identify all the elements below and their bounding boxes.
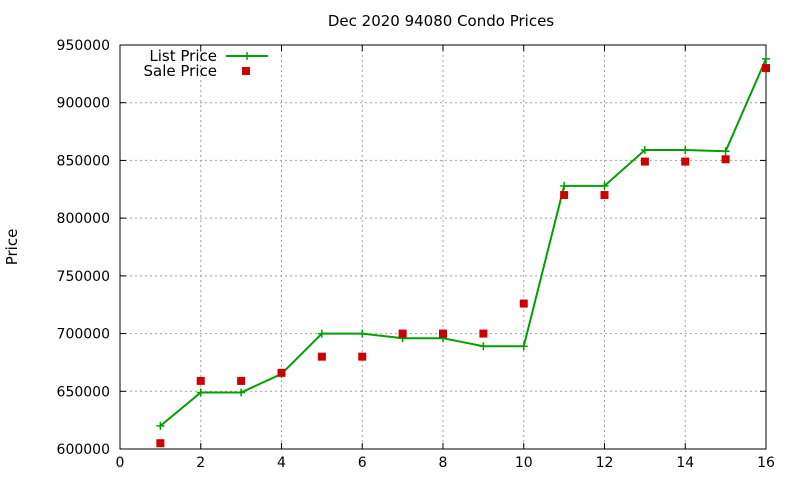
list-price-point — [600, 181, 609, 190]
sale-price-point — [277, 368, 286, 377]
sale-price-point — [600, 191, 609, 200]
sale-price-point — [439, 329, 447, 338]
legend-label: List Price — [149, 47, 217, 65]
y-tick-label: 900000 — [57, 96, 110, 112]
y-tick-label: 600000 — [57, 442, 110, 458]
sale-price-point — [681, 157, 690, 166]
list-price-point — [317, 329, 326, 338]
data-series — [156, 54, 770, 448]
sale-price-point — [479, 329, 488, 338]
list-price-line — [159, 58, 767, 427]
x-tick-label: 12 — [596, 455, 614, 471]
list-price-point — [196, 388, 205, 397]
sale-price-point — [237, 376, 246, 385]
list-price-point — [237, 388, 246, 397]
sale-price-point — [196, 376, 205, 385]
legend-label: Sale Price — [144, 62, 217, 80]
y-tick-label: 650000 — [57, 384, 110, 400]
x-tick-label: 6 — [358, 455, 367, 471]
sale-price-point — [560, 191, 569, 200]
sale-price-point — [358, 352, 367, 361]
sale-price-point — [317, 352, 326, 361]
list-price-point — [721, 147, 730, 156]
x-tick-label: 10 — [515, 455, 533, 471]
x-tick-label: 4 — [277, 455, 286, 471]
sale-price-point — [398, 329, 407, 338]
chart-title: Dec 2020 94080 Condo Prices — [328, 12, 554, 30]
y-tick-label: 800000 — [57, 211, 110, 227]
list-price-point — [519, 342, 528, 351]
list-price-point — [156, 421, 165, 430]
sale-price-point — [640, 157, 649, 166]
grid-lines — [120, 45, 766, 449]
y-tick-label: 950000 — [57, 38, 110, 54]
sale-price-point — [519, 299, 528, 308]
y-tick-label: 850000 — [57, 153, 110, 169]
legend-cross-sample — [243, 52, 251, 60]
list-price-point — [681, 146, 690, 155]
sale-price-point — [721, 155, 730, 164]
x-tick-label: 14 — [676, 455, 694, 471]
list-price-point — [358, 329, 367, 338]
legend-square-sample — [242, 67, 250, 75]
list-price-point — [640, 146, 649, 155]
list-price-point — [479, 342, 488, 351]
y-axis-label: Price — [3, 229, 21, 266]
sale-price-point — [156, 439, 165, 448]
list-price-point — [762, 54, 770, 63]
x-tick-label: 16 — [757, 455, 775, 471]
y-tick-label: 700000 — [57, 327, 110, 343]
x-tick-label: 0 — [116, 455, 125, 471]
axes: 0 2 4 6 8 10 12 14 16 600000 650000 700000 750000 800… — [57, 38, 775, 471]
x-tick-label: 8 — [439, 455, 448, 471]
y-tick-label: 750000 — [57, 269, 110, 285]
list-price-point — [560, 181, 569, 190]
x-tick-label: 2 — [196, 455, 205, 471]
sale-price-point — [762, 64, 770, 73]
